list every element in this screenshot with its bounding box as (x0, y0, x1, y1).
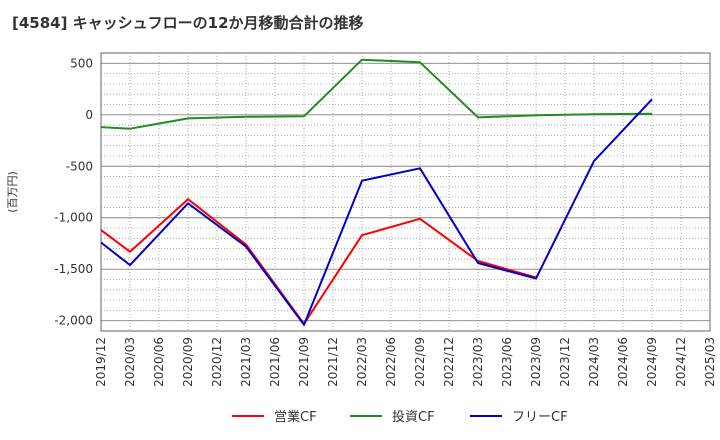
y-tick-label: 0 (85, 108, 93, 122)
x-tick-label: 2023/12 (558, 337, 572, 387)
legend-label: 投資CF (392, 409, 435, 425)
x-tick-label: 2024/12 (674, 337, 688, 387)
x-tick-label: 2023/03 (471, 337, 485, 387)
plot-border (100, 52, 711, 332)
x-tick-label: 2025/03 (703, 337, 717, 387)
series-lines (100, 58, 653, 326)
x-tick-label: 2022/12 (442, 337, 456, 387)
x-tick-label: 2021/12 (326, 337, 340, 387)
x-tick-label: 2023/09 (529, 337, 543, 387)
x-tick-label: 2024/03 (587, 337, 601, 387)
x-tick-label: 2023/06 (500, 337, 514, 387)
x-tick-label: 2020/06 (152, 337, 166, 387)
y-tick-label: -2,000 (54, 314, 93, 328)
legend: 営業CF 投資CF フリーCF (232, 409, 568, 425)
legend-label: 営業CF (274, 409, 317, 425)
x-tick-label: 2020/09 (181, 337, 195, 387)
x-tick-label: 2021/06 (268, 337, 282, 387)
x-tick-label: 2020/03 (123, 337, 137, 387)
x-tick-label: 2019/12 (94, 337, 108, 387)
x-tick-label: 2021/09 (297, 337, 311, 387)
x-tick-label: 2024/06 (616, 337, 630, 387)
y-tick-label: -500 (66, 159, 93, 173)
legend-label: フリーCF (512, 410, 568, 425)
grid (100, 52, 711, 332)
x-tick-label: 2022/03 (355, 337, 369, 387)
y-axis-label: (百万円) (6, 171, 19, 213)
x-tick-label: 2024/09 (645, 337, 659, 387)
y-tick-label: -1,500 (54, 262, 93, 276)
x-tick-label: 2020/12 (210, 337, 224, 387)
x-tick-label: 2021/03 (239, 337, 253, 387)
x-tick-label: 2022/06 (384, 337, 398, 387)
plot-area (101, 53, 710, 331)
chart-title: [4584] キャッシュフローの12か月移動合計の推移 (12, 14, 364, 32)
x-tick-label: 2022/09 (413, 337, 427, 387)
y-tick-label: 500 (70, 56, 93, 70)
y-tick-label: -1,000 (54, 211, 93, 225)
